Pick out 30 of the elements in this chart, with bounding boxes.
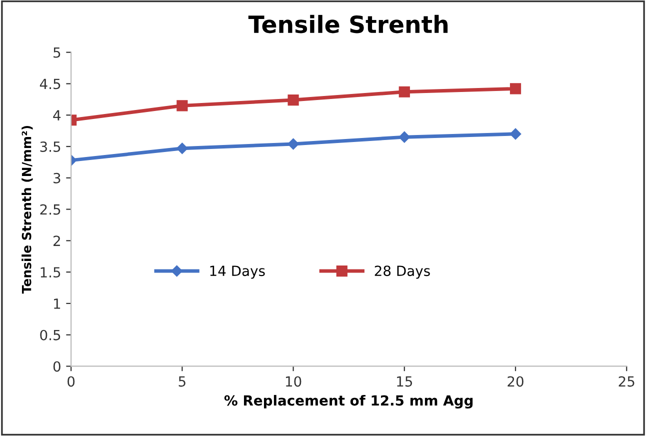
point <box>176 142 188 154</box>
y-tick-label: 2 <box>54 236 60 246</box>
x-tick-label: 0 <box>68 376 75 387</box>
point <box>510 128 522 140</box>
x-tick-label: 10 <box>286 376 302 387</box>
point <box>510 83 522 94</box>
y-tick-label: 2.5 <box>40 204 60 215</box>
point <box>398 131 410 143</box>
x-tick-label: 25 <box>618 376 634 387</box>
legend-label: 28 Days <box>374 266 430 279</box>
x-tick-label: 20 <box>508 376 524 387</box>
point <box>288 94 299 106</box>
y-tick-label: 3 <box>54 172 60 184</box>
y-tick-label: 1.5 <box>40 267 60 278</box>
point <box>176 100 188 112</box>
point <box>288 138 299 150</box>
y-tick-label: 0 <box>53 361 60 372</box>
y-tick-label: 4.5 <box>40 78 60 90</box>
x-axis-title: % Replacement of 12.5 mm Agg <box>224 394 473 409</box>
y-tick-label: 5 <box>54 47 60 58</box>
legend-label: 14 Days <box>210 266 265 279</box>
y-axis-title: Tensile Strenth (N/mm²) <box>22 126 33 294</box>
y-tick-label: 0.5 <box>40 330 60 340</box>
x-tick-label: 5 <box>178 376 186 387</box>
chart-title: Tensile Strenth <box>248 14 448 34</box>
point <box>398 86 410 98</box>
y-tick-label: 4 <box>53 110 61 120</box>
y-tick-label: 1 <box>54 298 60 309</box>
x-tick-label: 15 <box>397 376 412 387</box>
y-tick-label: 3.5 <box>40 141 60 152</box>
